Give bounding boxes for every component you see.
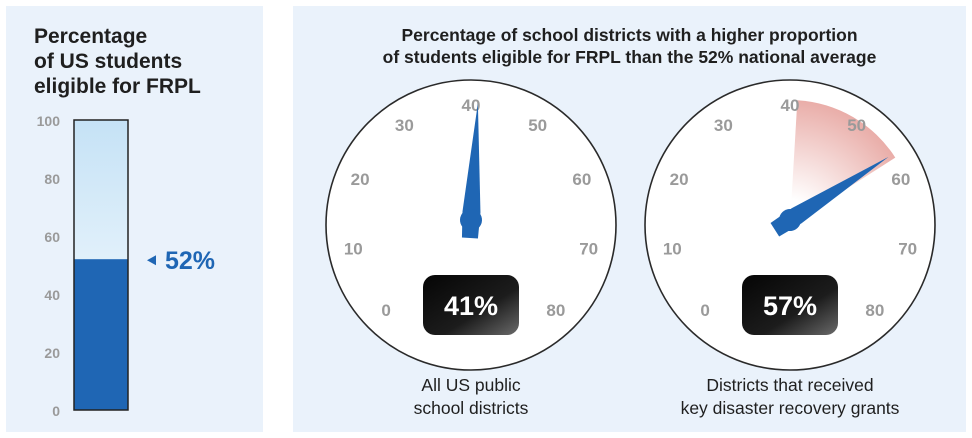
bar-value-label: 52%	[165, 247, 215, 275]
gauge-highlight-wedge	[790, 100, 896, 225]
gauge: 0 10 20 30 40 50 60 70 80 57% Districts that recei…	[644, 79, 936, 418]
gauge-tick-label: 70	[579, 239, 598, 258]
gauge-tick-label: 50	[847, 116, 866, 135]
bar-tick-label: 100	[37, 113, 61, 129]
right-panel-title: Percentage of school districts with a hi…	[293, 24, 966, 68]
gauge-tick-label: 40	[462, 96, 481, 115]
bar-tick-label: 40	[44, 287, 60, 303]
gauge-tick-label: 80	[865, 301, 884, 320]
gauge-tick-label: 10	[663, 239, 682, 258]
bar-tick-label: 60	[44, 229, 60, 245]
gauge-tick-label: 30	[714, 116, 733, 135]
gauge-tick-label: 30	[395, 116, 414, 135]
gauge-tick-label: 20	[351, 170, 370, 189]
gauge-needle	[460, 103, 482, 239]
bar-tick-label: 0	[52, 403, 60, 419]
gauge-value-box	[423, 275, 519, 335]
gauge-needle-hub	[460, 209, 482, 231]
left-panel-title: Percentage of US students eligible for F…	[34, 24, 254, 99]
gauge-value-box	[742, 275, 838, 335]
gauge-tick-label: 60	[572, 170, 591, 189]
gauge-tick-label: 80	[546, 301, 565, 320]
left-title-line-1: Percentage	[34, 25, 148, 48]
right-title-line-1: Percentage of school districts with a hi…	[401, 25, 858, 45]
bar-marker-icon	[147, 255, 156, 266]
bar-tick-label: 80	[44, 171, 60, 187]
gauge-tick-label: 50	[528, 116, 547, 135]
gauge-tick-label: 0	[381, 301, 390, 320]
gauge: 0 10 20 30 40 50 60 70 80 41% All US public school …	[325, 79, 617, 418]
bar-outline	[73, 119, 129, 411]
left-title-line-3: eligible for FRPL	[34, 75, 201, 98]
gauge-tick-label: 20	[670, 170, 689, 189]
gauge-needle-body	[461, 103, 481, 239]
gauge-tick-label: 60	[891, 170, 910, 189]
left-title-line-2: of US students	[34, 50, 183, 73]
gauge-caption-line: All US public	[421, 375, 520, 395]
gauge-tick-label: 70	[898, 239, 917, 258]
gauge-value-label: 57%	[763, 291, 817, 321]
gauge-caption-line: Districts that received	[706, 375, 873, 395]
gauge-tick-label: 40	[781, 96, 800, 115]
bar-fill	[74, 259, 128, 410]
gauge-tick-label: 0	[700, 301, 709, 320]
right-title-line-2: of students eligible for FRPL than the 5…	[382, 47, 877, 67]
bar-tick-label: 20	[44, 345, 60, 361]
gauge-needle	[770, 156, 889, 237]
gauge-caption-line: key disaster recovery grants	[681, 398, 900, 418]
gauge-caption-line: school districts	[414, 398, 529, 418]
gauge-highlight-group	[790, 100, 896, 225]
left-panel: Percentage of US students eligible for F…	[6, 6, 263, 432]
gauge-needle-hub	[779, 209, 801, 231]
gauge-tick-label: 10	[344, 239, 363, 258]
gauge-value-label: 41%	[444, 291, 498, 321]
